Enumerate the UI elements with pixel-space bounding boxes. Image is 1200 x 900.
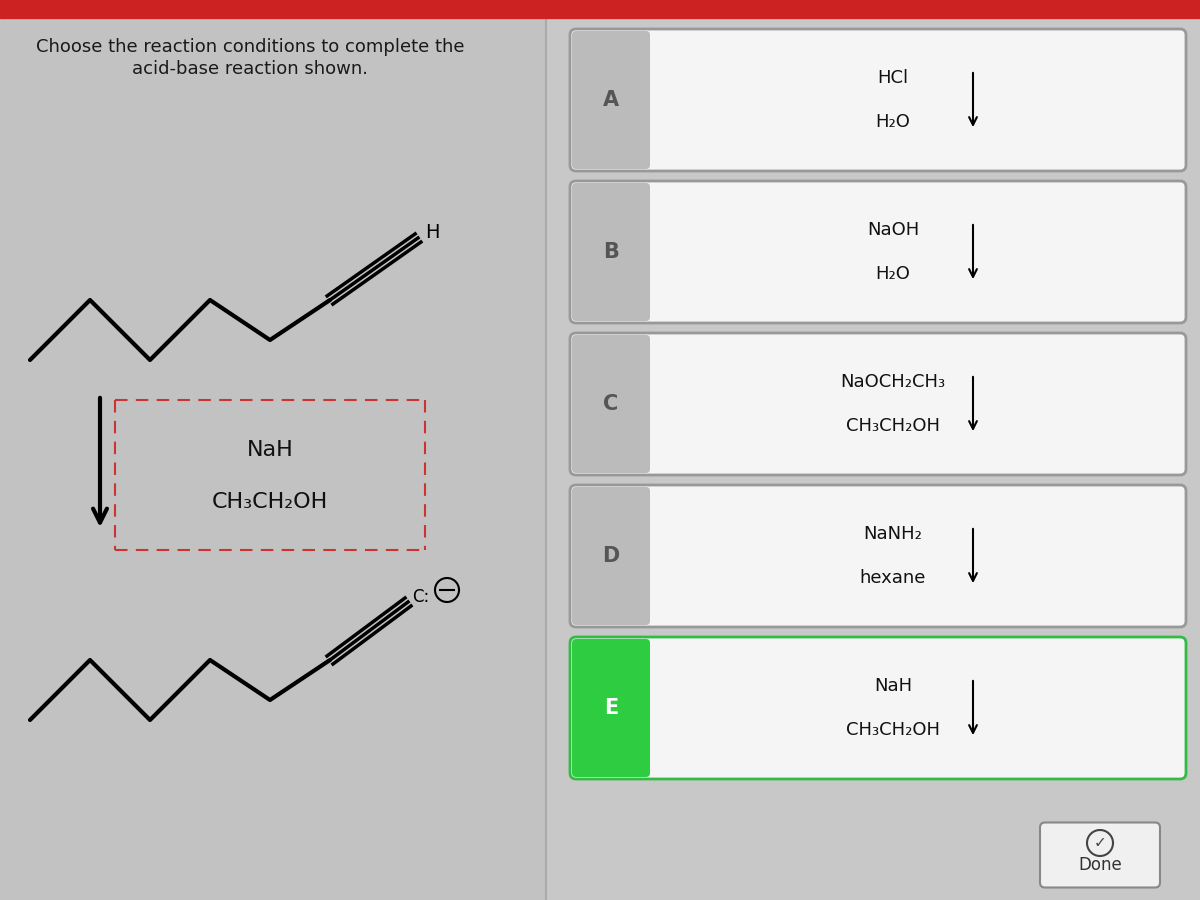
Text: A: A [602,90,619,110]
FancyBboxPatch shape [570,29,1186,171]
Text: NaNH₂: NaNH₂ [864,525,923,543]
Text: H: H [425,222,439,241]
Text: Choose the reaction conditions to complete the: Choose the reaction conditions to comple… [36,38,464,56]
Text: Done: Done [1078,856,1122,874]
FancyBboxPatch shape [572,487,650,625]
Text: ✓: ✓ [1093,835,1106,850]
Text: NaOCH₂CH₃: NaOCH₂CH₃ [840,373,946,391]
FancyBboxPatch shape [1040,823,1160,887]
Bar [546,0,1200,900]
FancyBboxPatch shape [572,183,650,321]
FancyBboxPatch shape [570,637,1186,779]
Text: CH₃CH₂OH: CH₃CH₂OH [846,417,940,435]
Text: NaOH: NaOH [866,221,919,239]
Text: HCl: HCl [877,69,908,87]
FancyBboxPatch shape [572,639,650,777]
Bar [0,0,1200,18]
Text: NaH: NaH [247,439,293,460]
Text: NaH: NaH [874,677,912,695]
Text: H₂O: H₂O [876,113,911,131]
Text: D: D [602,546,619,566]
Text: acid-base reaction shown.: acid-base reaction shown. [132,60,368,78]
FancyBboxPatch shape [572,335,650,473]
Text: hexane: hexane [860,569,926,587]
FancyBboxPatch shape [570,485,1186,627]
Text: C: C [604,394,619,414]
Text: H₂O: H₂O [876,265,911,283]
Text: CH₃CH₂OH: CH₃CH₂OH [846,721,940,739]
Bar [0,0,546,900]
Text: E: E [604,698,618,718]
FancyBboxPatch shape [570,181,1186,323]
FancyBboxPatch shape [572,31,650,169]
FancyBboxPatch shape [570,333,1186,475]
Text: C:: C: [412,588,430,606]
Text: CH₃CH₂OH: CH₃CH₂OH [212,492,328,512]
Text: B: B [604,242,619,262]
